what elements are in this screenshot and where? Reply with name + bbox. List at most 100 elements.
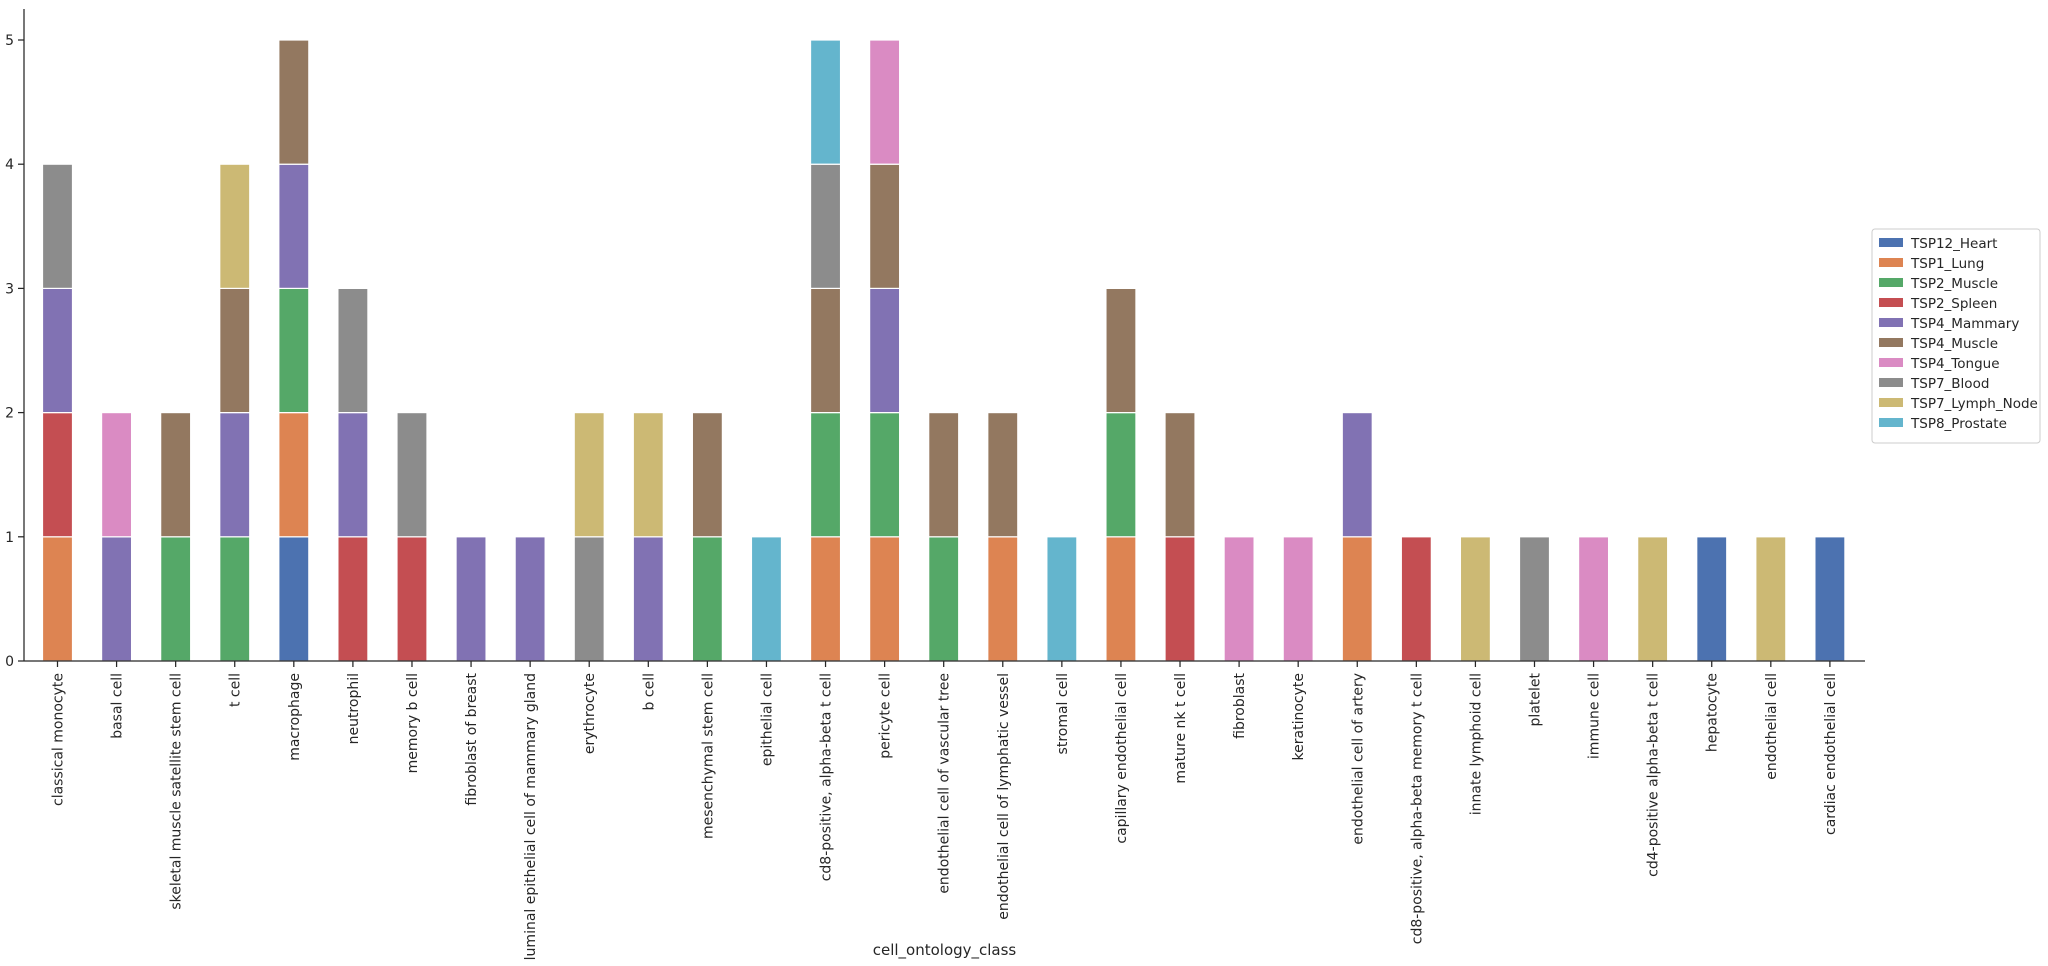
x-tick-label-memory-b-cell: memory b cell: [405, 673, 421, 773]
x-tick-label-classical-monocyte: classical monocyte: [51, 673, 67, 806]
y-axis: 0 1 2 3 4 5: [5, 8, 25, 670]
bar-cardiac-endothelial-cell-tsp12-heart: [1814, 536, 1846, 662]
bar-skeletal-muscle-satellite-stem-cell-tsp2-muscle: [160, 536, 192, 662]
legend-label-tsp8-prostate: TSP8_Prostate: [1910, 416, 2007, 432]
bar-skeletal-muscle-satellite-stem-cell-tsp4-muscle: [160, 412, 192, 538]
x-tick-label-cd8-positive-alpha-beta-t-cell: cd8-positive, alpha-beta t cell: [819, 673, 835, 881]
x-tick-label-cd8-positive-alpha-beta-memory-t-cell: cd8-positive, alpha-beta memory t cell: [1409, 673, 1425, 944]
x-tick-label-skeletal-muscle-satellite-stem-cell: skeletal muscle satellite stem cell: [169, 673, 185, 910]
x-tick-label-immune-cell: immune cell: [1587, 673, 1603, 759]
bar-memory-b-cell-tsp2-spleen: [396, 536, 428, 662]
x-tick-label-b-cell: b cell: [641, 673, 657, 710]
x-tick-label-endothelial-cell-of-vascular-tree: endothelial cell of vascular tree: [937, 673, 953, 894]
legend-swatch-tsp7-lymph-node: [1879, 398, 1903, 407]
x-tick-label-capillary-endothelial-cell: capillary endothelial cell: [1114, 673, 1130, 844]
bar-cd8-positive-alpha-beta-t-cell-tsp8-prostate: [809, 39, 842, 165]
x-tick-label-endothelial-cell-of-artery: endothelial cell of artery: [1350, 673, 1366, 845]
bar-pericyte-cell-tsp2-muscle: [869, 412, 901, 538]
legend: TSP12_Heart TSP1_Lung TSP2_Muscle TSP2_Sple…: [1871, 228, 2041, 444]
legend-label-tsp4-tongue: TSP4_Tongue: [1910, 356, 2000, 372]
y-tick-label: 0: [5, 654, 14, 670]
x-tick-label-cd4-positive-alpha-beta-t-cell: cd4-positive alpha-beta t cell: [1646, 673, 1662, 877]
x-tick-label-neutrophil: neutrophil: [346, 673, 362, 744]
bar-endothelial-cell-of-artery-tsp1-lung: [1341, 536, 1373, 662]
bar-endothelial-cell-of-vascular-tree-tsp4-muscle: [928, 412, 960, 538]
bar-pericyte-cell-tsp4-muscle: [869, 163, 901, 289]
bar-mesenchymal-stem-cell-tsp4-muscle: [691, 412, 723, 538]
bar-mature-nk-t-cell-tsp4-muscle: [1164, 412, 1196, 538]
bar-platelet-tsp7-blood: [1518, 536, 1551, 662]
legend-swatch-tsp12-heart: [1879, 238, 1903, 247]
bar-pericyte-cell-tsp4-mammary: [869, 287, 901, 414]
y-tick-label: 4: [5, 157, 14, 173]
bar-cd4-positive-alpha-beta-t-cell-tsp7-lymph-node: [1637, 536, 1669, 662]
bar-classical-monocyte-tsp7-blood: [41, 163, 74, 289]
bar-erythrocyte-tsp7-lymph-node: [573, 412, 605, 538]
bars-layer: [41, 39, 1846, 662]
bar-endothelial-cell-of-artery-tsp4-mammary: [1341, 412, 1373, 538]
x-tick-label-pericyte-cell: pericyte cell: [878, 673, 894, 759]
legend-swatch-tsp4-muscle: [1879, 338, 1903, 347]
bar-t-cell-tsp2-muscle: [219, 536, 251, 662]
bar-stromal-cell-tsp8-prostate: [1046, 536, 1078, 662]
bar-pericyte-cell-tsp1-lung: [869, 536, 901, 662]
y-tick-label: 1: [5, 530, 14, 546]
legend-label-tsp1-lung: TSP1_Lung: [1910, 256, 1984, 272]
bar-fibroblast-tsp4-tongue: [1223, 536, 1255, 662]
bar-b-cell-tsp4-mammary: [632, 536, 664, 662]
bar-classical-monocyte-tsp2-spleen: [41, 412, 74, 538]
legend-label-tsp4-mammary: TSP4_Mammary: [1910, 316, 2019, 332]
x-tick-label-erythrocyte: erythrocyte: [582, 673, 598, 754]
bar-classical-monocyte-tsp4-mammary: [41, 287, 74, 414]
bar-luminal-epithelial-cell-of-mammary-gland-tsp4-mammary: [514, 536, 546, 662]
bar-endothelial-cell-of-lymphatic-vessel-tsp1-lung: [987, 536, 1019, 662]
legend-swatch-tsp4-mammary: [1879, 318, 1903, 327]
x-tick-label-hepatocyte: hepatocyte: [1705, 673, 1721, 752]
y-tick-label: 5: [5, 33, 14, 49]
bar-t-cell-tsp4-muscle: [219, 287, 251, 414]
x-axis: classical monocyte basal cell skeletal mus…: [24, 660, 1865, 960]
bar-macrophage-tsp1-lung: [278, 412, 310, 538]
y-tick-label: 3: [5, 281, 14, 297]
bar-endothelial-cell-of-lymphatic-vessel-tsp4-muscle: [987, 412, 1019, 538]
legend-swatch-tsp1-lung: [1879, 258, 1903, 267]
bar-neutrophil-tsp4-mammary: [337, 412, 369, 538]
bar-epithelial-cell-tsp8-prostate: [750, 536, 783, 662]
bar-mesenchymal-stem-cell-tsp2-muscle: [691, 536, 723, 662]
bar-cd8-positive-alpha-beta-t-cell-tsp2-muscle: [809, 412, 842, 538]
bar-mature-nk-t-cell-tsp2-spleen: [1164, 536, 1196, 662]
bar-macrophage-tsp2-muscle: [278, 287, 310, 414]
bar-endothelial-cell-tsp7-lymph-node: [1755, 536, 1787, 662]
legend-label-tsp7-lymph-node: TSP7_Lymph_Node: [1910, 396, 2038, 412]
x-tick-label-macrophage: macrophage: [287, 673, 303, 761]
bar-capillary-endothelial-cell-tsp1-lung: [1105, 536, 1137, 662]
x-tick-label-cardiac-endothelial-cell: cardiac endothelial cell: [1823, 673, 1839, 835]
bar-macrophage-tsp12-heart: [278, 536, 310, 662]
bar-neutrophil-tsp7-blood: [337, 287, 369, 414]
legend-swatch-tsp8-prostate: [1879, 418, 1903, 427]
bar-cd8-positive-alpha-beta-t-cell-tsp1-lung: [809, 536, 842, 662]
bar-classical-monocyte-tsp1-lung: [41, 536, 74, 662]
legend-label-tsp2-muscle: TSP2_Muscle: [1910, 276, 1998, 292]
bar-cd8-positive-alpha-beta-memory-t-cell-tsp2-spleen: [1400, 536, 1432, 662]
x-tick-label-epithelial-cell: epithelial cell: [759, 673, 775, 766]
x-tick-label-platelet: platelet: [1528, 672, 1544, 726]
x-tick-label-mature-nk-t-cell: mature nk t cell: [1173, 673, 1189, 784]
bar-macrophage-tsp4-mammary: [278, 163, 310, 289]
bar-t-cell-tsp4-mammary: [219, 412, 251, 538]
x-tick-label-fibroblast: fibroblast: [1232, 672, 1248, 738]
x-tick-label-keratinocyte: keratinocyte: [1291, 673, 1307, 760]
legend-label-tsp2-spleen: TSP2_Spleen: [1910, 296, 1997, 312]
x-tick-label-endothelial-cell: endothelial cell: [1764, 673, 1780, 780]
x-tick-label-mesenchymal-stem-cell: mesenchymal stem cell: [700, 673, 716, 839]
legend-label-tsp12-heart: TSP12_Heart: [1910, 236, 1997, 252]
x-tick-label-luminal-epithelial-cell-of-mammary-gland: luminal epithelial cell of mammary gland: [523, 673, 539, 960]
bar-basal-cell-tsp4-tongue: [100, 412, 133, 538]
x-tick-label-fibroblast-of-breast: fibroblast of breast: [464, 672, 480, 805]
bar-basal-cell-tsp4-mammary: [100, 536, 133, 662]
x-tick-label-innate-lymphoid-cell: innate lymphoid cell: [1468, 673, 1484, 815]
bar-capillary-endothelial-cell-tsp2-muscle: [1105, 412, 1137, 538]
bar-memory-b-cell-tsp7-blood: [396, 412, 428, 538]
legend-swatch-tsp2-muscle: [1879, 278, 1903, 287]
